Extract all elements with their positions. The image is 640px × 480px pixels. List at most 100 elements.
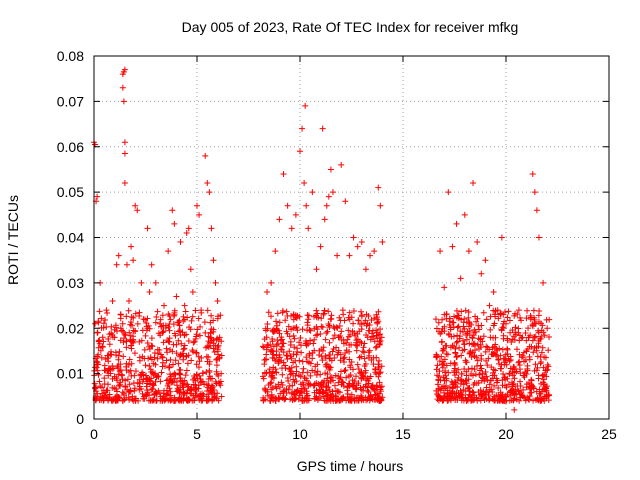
- data-point: [298, 385, 305, 392]
- data-point: [180, 397, 187, 404]
- data-point: [349, 366, 356, 373]
- data-point: [464, 384, 471, 391]
- data-point: [326, 339, 333, 346]
- data-point: [100, 320, 107, 327]
- data-point: [119, 320, 126, 327]
- data-point: [199, 397, 206, 404]
- data-point: [198, 309, 205, 316]
- data-point: [209, 389, 216, 396]
- data-point: [375, 308, 382, 315]
- data-point: [167, 373, 174, 380]
- data-point: [179, 329, 186, 336]
- data-point: [342, 366, 349, 373]
- data-point: [509, 381, 516, 388]
- data-point: [515, 388, 522, 395]
- data-point: [197, 391, 204, 398]
- data-point: [202, 329, 209, 336]
- data-point: [497, 310, 504, 317]
- data-point: [317, 371, 324, 378]
- data-point: [374, 316, 381, 323]
- data-point: [466, 340, 473, 347]
- data-point: [470, 389, 477, 396]
- data-point: [204, 307, 211, 314]
- data-point: [453, 307, 460, 314]
- data-point: [280, 388, 287, 395]
- data-point: [278, 379, 285, 386]
- data-point: [290, 376, 297, 383]
- data-point: [193, 350, 200, 357]
- data-point: [144, 339, 151, 346]
- data-point: [434, 391, 441, 398]
- data-point: [529, 170, 536, 177]
- data-point: [130, 314, 137, 321]
- data-point: [275, 396, 282, 403]
- data-point: [304, 392, 311, 399]
- data-point: [317, 330, 324, 337]
- data-point: [130, 339, 137, 346]
- data-point: [311, 389, 318, 396]
- data-point: [472, 342, 479, 349]
- data-point: [268, 347, 275, 354]
- data-point: [152, 319, 159, 326]
- data-point: [183, 353, 190, 360]
- data-point: [167, 356, 174, 363]
- data-point: [438, 328, 445, 335]
- data-point: [176, 353, 183, 360]
- data-point: [354, 361, 361, 368]
- data-point: [325, 321, 332, 328]
- data-point: [306, 350, 313, 357]
- data-point: [495, 357, 502, 364]
- data-point: [181, 345, 188, 352]
- data-point: [156, 389, 163, 396]
- data-point: [436, 373, 443, 380]
- data-point: [122, 377, 129, 384]
- grid: [94, 56, 609, 419]
- data-point: [344, 336, 351, 343]
- data-point: [123, 344, 130, 351]
- data-point: [303, 388, 310, 395]
- data-point: [176, 395, 183, 402]
- data-point: [275, 356, 282, 363]
- data-point: [501, 308, 508, 315]
- data-point: [376, 341, 383, 348]
- data-point: [446, 395, 453, 402]
- data-point: [194, 202, 200, 209]
- data-point: [166, 377, 173, 384]
- data-point: [166, 338, 173, 345]
- data-point: [378, 363, 385, 370]
- data-point: [291, 335, 298, 342]
- data-point: [176, 371, 183, 378]
- data-point: [214, 315, 221, 322]
- data-point: [318, 315, 325, 322]
- data-point: [215, 379, 222, 386]
- data-point: [434, 362, 441, 369]
- data-point: [340, 340, 347, 347]
- data-point: [356, 354, 363, 361]
- data-point: [299, 326, 306, 333]
- data-point: [205, 354, 212, 361]
- data-point: [328, 374, 335, 381]
- data-point: [127, 319, 134, 326]
- data-point: [312, 363, 319, 370]
- data-point: [204, 180, 211, 187]
- data-point: [354, 341, 361, 348]
- data-point: [507, 365, 514, 372]
- data-point: [268, 379, 275, 386]
- data-point: [367, 393, 374, 400]
- data-point: [305, 312, 312, 319]
- data-point: [441, 356, 448, 363]
- data-point: [181, 302, 188, 309]
- data-point: [460, 337, 467, 344]
- data-point: [132, 397, 139, 404]
- data-point: [172, 332, 179, 339]
- data-point: [313, 332, 320, 339]
- data-point: [331, 325, 338, 332]
- data-point: [304, 319, 311, 326]
- data-point: [452, 372, 459, 379]
- data-point: [521, 394, 528, 401]
- data-point: [265, 309, 272, 316]
- data-point: [373, 332, 380, 339]
- data-point: [329, 395, 336, 402]
- data-point: [291, 390, 298, 397]
- data-point: [206, 367, 213, 374]
